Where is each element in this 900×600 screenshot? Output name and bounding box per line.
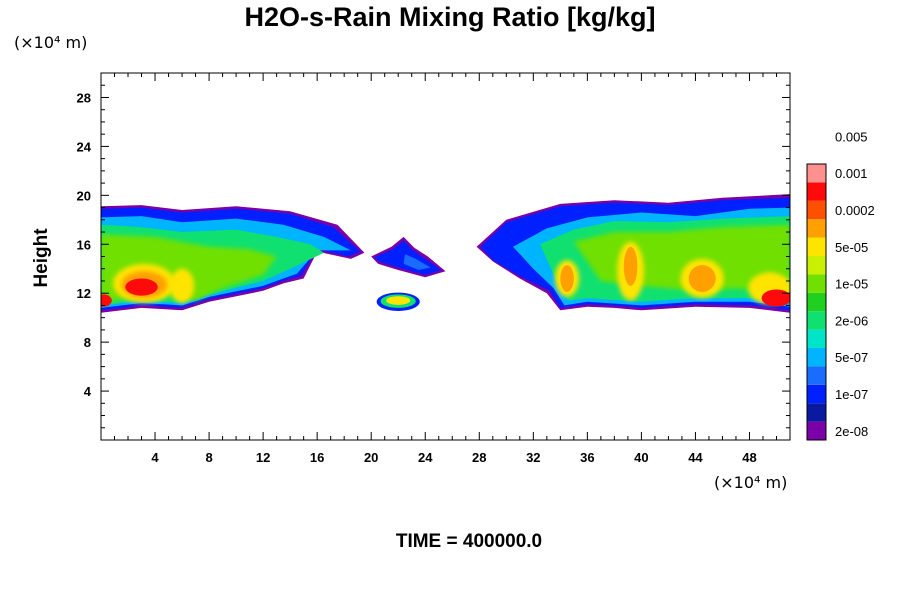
x-tick-label: 24 <box>418 450 433 465</box>
x-tick-label: 4 <box>151 450 159 465</box>
colorbar-swatch <box>807 200 826 220</box>
colorbar: 2e-08 1e-07 5e-07 2e-06 1e-05 5e-05 0.0002 0.00… <box>806 129 875 441</box>
colorbar-swatch <box>807 403 826 422</box>
colorbar-label: 2e-08 <box>835 424 868 439</box>
x-tick-label: 16 <box>310 450 324 465</box>
colorbar-swatch <box>807 274 826 293</box>
east-core-orange-1 <box>560 265 574 292</box>
east-cloud <box>476 194 790 313</box>
colorbar-swatch <box>807 348 826 367</box>
colorbar-label: 5e-05 <box>835 240 868 255</box>
x-tick-label: 44 <box>688 450 703 465</box>
small-cell-yellow <box>386 296 411 305</box>
anvil-tongue <box>371 236 446 278</box>
anvil-inner <box>403 254 431 270</box>
y-tick-label: 12 <box>77 286 91 301</box>
colorbar-swatch <box>807 366 826 385</box>
x-tick-label: 40 <box>634 450 648 465</box>
x-tick-label: 12 <box>256 450 270 465</box>
y-tick-label: 4 <box>84 384 92 399</box>
colorbar-label: 5e-07 <box>835 350 868 365</box>
colorbar-label: 1e-07 <box>835 387 868 402</box>
west-cloud <box>101 205 365 313</box>
colorbar-swatch <box>807 256 826 275</box>
x-tick-label: 8 <box>205 450 212 465</box>
colorbar-swatch <box>807 311 826 330</box>
x-tick-label: 20 <box>364 450 378 465</box>
east-core-orange-2 <box>623 246 638 286</box>
colorbar-swatch <box>807 421 826 440</box>
x-tick-label: 32 <box>526 450 540 465</box>
mixing-ratio-field <box>101 194 790 313</box>
y-tick-label: 20 <box>77 188 91 203</box>
y-tick-label: 24 <box>77 139 92 154</box>
west-core-yellow-2 <box>169 268 195 303</box>
y-tick-label: 28 <box>77 90 91 105</box>
y-tick-label: 8 <box>84 335 91 350</box>
colorbar-label: 0.0002 <box>835 203 875 218</box>
east-core-orange-3 <box>688 265 716 292</box>
east-core-red <box>761 289 790 307</box>
colorbar-swatch <box>807 292 826 312</box>
colorbar-swatch <box>807 219 826 238</box>
small-cell <box>376 292 420 311</box>
colorbar-label: 1e-05 <box>835 277 868 292</box>
west-core-red <box>125 278 158 296</box>
colorbar-swatch <box>807 384 826 404</box>
colorbar-label: 2e-06 <box>835 313 868 328</box>
x-tick-label: 28 <box>472 450 486 465</box>
colorbar-label: 0.005 <box>835 129 868 144</box>
x-tick-label: 36 <box>580 450 594 465</box>
colorbar-swatch <box>807 182 826 201</box>
west-edge-red <box>101 294 112 307</box>
y-axis-unit: (×10⁴ m) <box>14 33 88 52</box>
colorbar-swatch <box>807 164 826 183</box>
chart-title: H2O-s-Rain Mixing Ratio [kg/kg] <box>244 2 656 32</box>
x-axis-unit: (×10⁴ m) <box>714 473 788 492</box>
colorbar-swatch <box>807 237 826 256</box>
time-label: TIME = 400000.0 <box>395 531 543 552</box>
colorbar-frame <box>806 163 827 441</box>
y-tick-label: 16 <box>77 237 91 252</box>
x-tick-label: 48 <box>742 450 756 465</box>
colorbar-label: 0.001 <box>835 166 868 181</box>
colorbar-swatch <box>807 329 826 348</box>
